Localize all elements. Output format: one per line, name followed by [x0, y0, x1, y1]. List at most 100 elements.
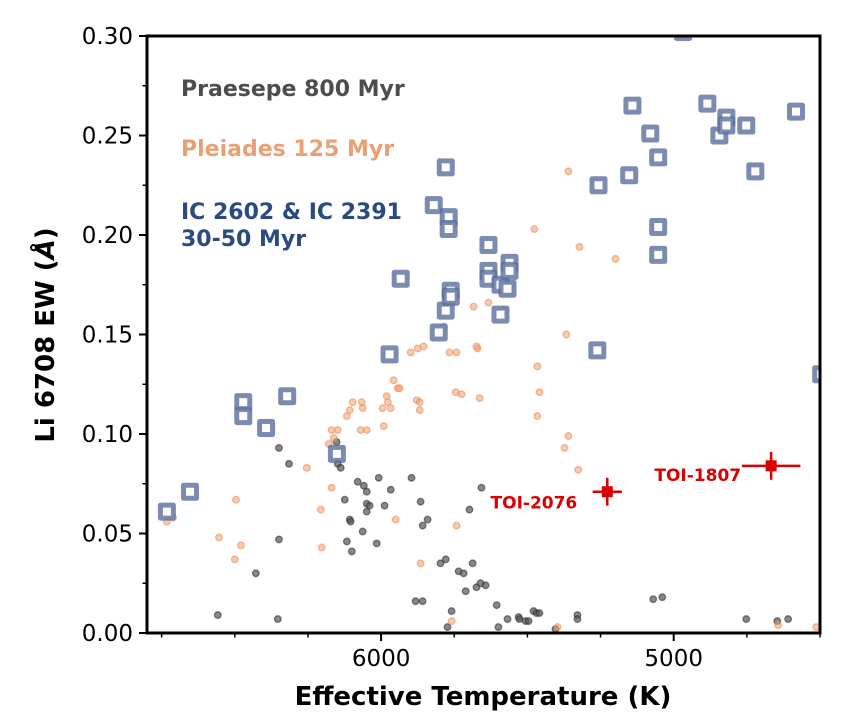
data-point — [472, 342, 481, 351]
data-point — [415, 398, 424, 407]
data-point — [717, 116, 736, 135]
data-point — [774, 621, 783, 629]
data-point — [386, 485, 395, 494]
data-point — [589, 176, 608, 195]
data-point — [327, 444, 346, 463]
data-point — [429, 323, 448, 342]
data-point — [469, 302, 478, 311]
y-tick-label: 0.30 — [82, 24, 133, 50]
data-point — [358, 527, 367, 536]
data-point — [406, 348, 415, 357]
data-point — [232, 495, 240, 504]
x-axis-label: Effective Temperature (K) — [295, 682, 672, 712]
data-point — [491, 305, 510, 324]
data-point — [533, 362, 542, 371]
data-point — [784, 615, 793, 624]
data-point — [395, 384, 404, 393]
data-point — [641, 124, 660, 143]
data-point — [575, 242, 584, 251]
data-point — [389, 376, 398, 385]
data-point — [362, 487, 371, 496]
x-tick-label: 6000 — [352, 646, 411, 672]
data-point — [465, 505, 474, 514]
data-point — [737, 116, 756, 135]
legend: Praesepe 800 Myr Pleiades 125 Myr IC 2602 … — [181, 77, 405, 252]
data-point — [345, 406, 354, 415]
data-point — [447, 617, 456, 626]
data-point — [553, 623, 562, 631]
data-point — [353, 477, 362, 486]
data-point — [236, 541, 245, 550]
x-tick-label: 5000 — [644, 646, 703, 672]
data-point — [386, 404, 395, 413]
data-point — [447, 607, 456, 616]
y-tick-label: 0.05 — [82, 522, 133, 548]
data-point — [492, 601, 501, 610]
data-point — [275, 443, 283, 452]
data-point — [391, 269, 410, 288]
data-point — [468, 559, 477, 568]
data-point — [416, 559, 425, 568]
data-point — [445, 348, 454, 357]
data-point — [746, 162, 765, 181]
data-point — [359, 481, 368, 490]
target-toi-2076 — [592, 477, 622, 506]
data-point — [329, 434, 338, 442]
data-point — [441, 555, 450, 564]
data-point — [372, 539, 381, 548]
data-point — [658, 593, 667, 602]
data-point — [524, 617, 533, 626]
target-label: TOI-2076 — [491, 494, 578, 514]
data-point — [346, 517, 355, 526]
data-point — [500, 261, 519, 280]
data-point — [436, 301, 455, 320]
data-point — [742, 615, 751, 624]
data-point — [484, 298, 493, 307]
plot-area: TOI-2076 TOI-1807 — [157, 36, 820, 633]
data-point — [481, 581, 490, 590]
legend-entry: Pleiades 125 Myr — [181, 137, 394, 162]
legend-entry: IC 2602 & IC 2391 — [181, 200, 402, 225]
data-point — [407, 473, 416, 482]
data-point — [564, 167, 573, 176]
data-point — [530, 225, 539, 233]
data-point — [284, 459, 293, 468]
data-point — [812, 365, 820, 384]
data-point — [423, 515, 432, 524]
data-point — [623, 96, 642, 115]
data-point — [378, 404, 387, 413]
series-circle — [213, 438, 793, 633]
data-point — [275, 535, 283, 544]
data-point — [316, 505, 325, 514]
data-point — [441, 287, 460, 306]
data-point — [358, 404, 367, 413]
data-point — [418, 521, 427, 530]
data-point — [336, 463, 345, 472]
data-point — [649, 245, 668, 264]
target-toi-1807 — [741, 451, 801, 480]
data-point — [257, 419, 276, 438]
y-tick-label: 0.15 — [82, 323, 133, 349]
data-point — [362, 426, 371, 434]
data-point — [452, 521, 461, 530]
data-point — [611, 254, 620, 263]
data-point — [374, 473, 383, 482]
data-point — [436, 158, 455, 177]
data-point — [436, 559, 445, 568]
data-point — [383, 398, 392, 407]
data-point — [181, 482, 200, 501]
series-circle — [162, 167, 820, 631]
data-point — [278, 387, 297, 406]
data-point — [574, 465, 583, 474]
legend-entry: 30-50 Myr — [181, 227, 306, 252]
data-point — [342, 412, 351, 421]
data-point — [535, 388, 544, 397]
data-point — [348, 398, 357, 407]
data-point — [416, 497, 425, 506]
data-point — [347, 547, 356, 556]
data-point — [424, 196, 443, 215]
data-point — [215, 533, 223, 542]
plot-frame — [145, 34, 822, 635]
data-point — [564, 432, 573, 440]
